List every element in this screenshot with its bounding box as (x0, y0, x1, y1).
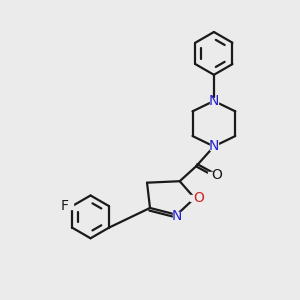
Text: N: N (209, 94, 219, 108)
Bar (62, 203, 73, 209)
Bar (208, 172, 217, 178)
Bar (210, 143, 218, 150)
Text: N: N (209, 140, 219, 153)
Text: N: N (172, 209, 182, 223)
Bar (190, 195, 199, 201)
Bar (210, 98, 218, 104)
Text: F: F (61, 199, 69, 213)
Bar (172, 212, 181, 218)
Text: O: O (212, 168, 222, 182)
Text: O: O (194, 191, 205, 205)
